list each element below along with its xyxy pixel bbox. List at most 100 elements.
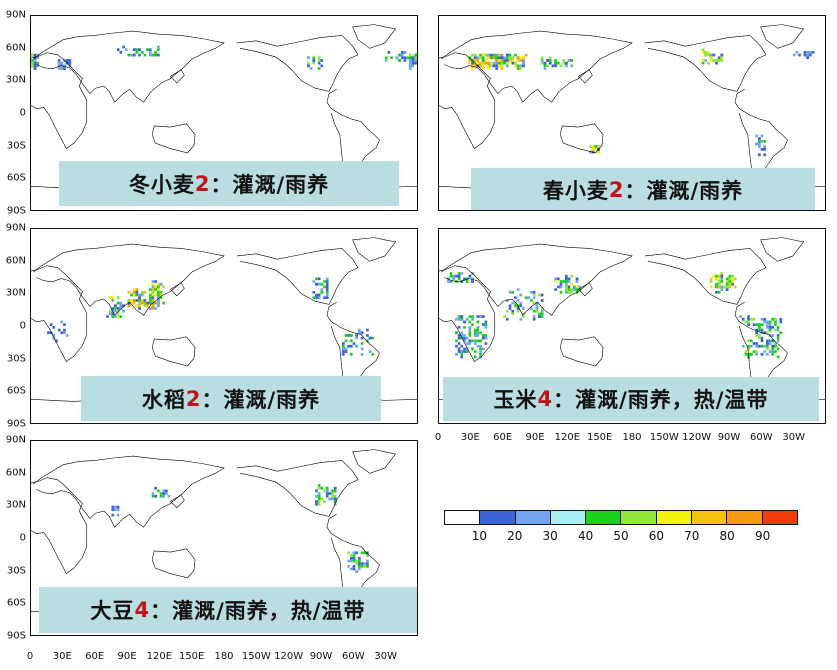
crop-cell [452, 274, 456, 278]
crop-cell [495, 53, 498, 57]
crop-cell [481, 347, 485, 351]
crop-cell [52, 334, 56, 337]
crop-cell [360, 551, 364, 555]
crop-cell [559, 280, 563, 283]
crop-cell [484, 334, 488, 337]
crop-cell [570, 64, 574, 68]
crop-cell [135, 288, 139, 291]
crop-cell [712, 53, 716, 57]
lat-tick-label: 30N [5, 287, 26, 299]
crop-cell [709, 56, 713, 60]
crop-cell [535, 307, 539, 310]
crop-cell [333, 502, 337, 506]
lat-axis-soybean: 90N 60N 30N 0 30S 60S 90S [0, 435, 26, 642]
crop-cell [717, 59, 721, 62]
crop-cell [154, 280, 157, 283]
crop-cell [132, 48, 136, 52]
crop-cell [763, 148, 767, 151]
crop-cell [760, 344, 764, 348]
crop-cell [570, 59, 574, 62]
crop-cell [358, 567, 361, 571]
coastline [439, 53, 495, 149]
crop-cell [567, 288, 571, 291]
lon-tick-label: 30W [374, 651, 397, 662]
crop-cell [148, 301, 152, 305]
crop-cell [774, 328, 777, 332]
crop-cell [511, 309, 515, 313]
crop-cell [540, 56, 544, 60]
crop-cell [506, 53, 509, 57]
crop-cell [567, 59, 571, 62]
crop-cell [701, 48, 705, 52]
crop-cell [755, 328, 758, 332]
crop-cell [752, 317, 756, 321]
crop-cell [162, 489, 166, 493]
crop-cell [707, 61, 710, 65]
crop-cell [151, 492, 155, 495]
crop-cell [471, 277, 474, 281]
crop-cell [325, 486, 329, 490]
crop-cell [360, 352, 364, 356]
crop-cell [333, 489, 337, 493]
crop-cell [564, 285, 568, 289]
crop-cell [715, 277, 718, 281]
crop-name: 冬小麦 [128, 172, 195, 197]
crop-cell [395, 56, 399, 60]
lat-tick-label: 60N [5, 255, 26, 267]
colorbar-swatch [586, 511, 622, 524]
crop-cell [554, 59, 557, 62]
crop-cell [460, 355, 464, 359]
crop-cell [341, 352, 345, 356]
crop-cell [411, 61, 415, 65]
crop-cell [564, 277, 568, 281]
lon-tick-label: 180 [214, 651, 234, 662]
crop-cell [473, 331, 477, 335]
crop-cell [535, 309, 539, 313]
crop-cell [143, 301, 147, 305]
crop-cell [156, 290, 160, 294]
crop-cell [768, 339, 772, 343]
crop-cell [138, 296, 141, 300]
crop-cell [522, 59, 525, 62]
crop-cell [130, 299, 133, 302]
lat-tick-label: 90S [6, 418, 26, 430]
crop-cell [130, 53, 133, 57]
crop-cell [487, 53, 490, 57]
crop-cell [465, 342, 469, 345]
crop-cell [317, 67, 321, 70]
crop-cell [712, 59, 716, 62]
crop-cell [766, 323, 769, 326]
crop-cell [68, 59, 72, 62]
crop-cell [398, 59, 401, 62]
crop-cell [519, 304, 523, 308]
crop-cell [728, 277, 732, 281]
crop-cell [358, 331, 361, 335]
crop-cell [455, 344, 458, 348]
lon-tick-label: 150W [649, 432, 679, 443]
crop-cell [495, 61, 498, 65]
lat-tick-label: 60N [5, 467, 26, 479]
crop-cell [508, 304, 512, 308]
lat-tick-label: 90N [5, 9, 26, 21]
crop-cell [744, 352, 748, 356]
crop-cell [360, 562, 364, 565]
crop-cell [538, 312, 541, 316]
crop-cell [725, 277, 729, 281]
crop-cell [135, 293, 139, 297]
crop-cell [589, 150, 592, 154]
crop-cell [317, 492, 321, 495]
crop-cell [355, 551, 359, 555]
crop-cell [460, 331, 464, 335]
crop-cell [500, 61, 504, 65]
caption-winter-wheat: 冬小麦 2 ：灌溉/雨养 [59, 161, 399, 206]
crop-cell [122, 309, 125, 313]
crop-cell [471, 347, 474, 351]
crop-cell [766, 347, 769, 351]
crop-cell [548, 59, 552, 62]
crop-cell [465, 336, 469, 340]
crop-cell [457, 274, 461, 278]
crop-cell [156, 299, 160, 302]
crop-cell [776, 328, 780, 332]
crop-cell [519, 64, 523, 68]
crop-cell [500, 67, 504, 70]
